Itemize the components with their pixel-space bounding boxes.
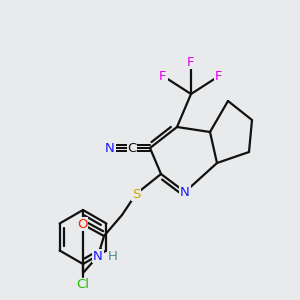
Text: Cl: Cl: [76, 278, 89, 292]
Text: C: C: [128, 142, 136, 154]
Text: F: F: [159, 70, 167, 83]
Text: F: F: [215, 70, 223, 83]
Text: N: N: [105, 142, 115, 154]
Text: F: F: [187, 56, 195, 68]
Text: O: O: [77, 218, 87, 230]
Text: N: N: [180, 185, 190, 199]
Text: S: S: [132, 188, 140, 200]
Text: N: N: [93, 250, 103, 262]
Text: H: H: [108, 250, 118, 263]
